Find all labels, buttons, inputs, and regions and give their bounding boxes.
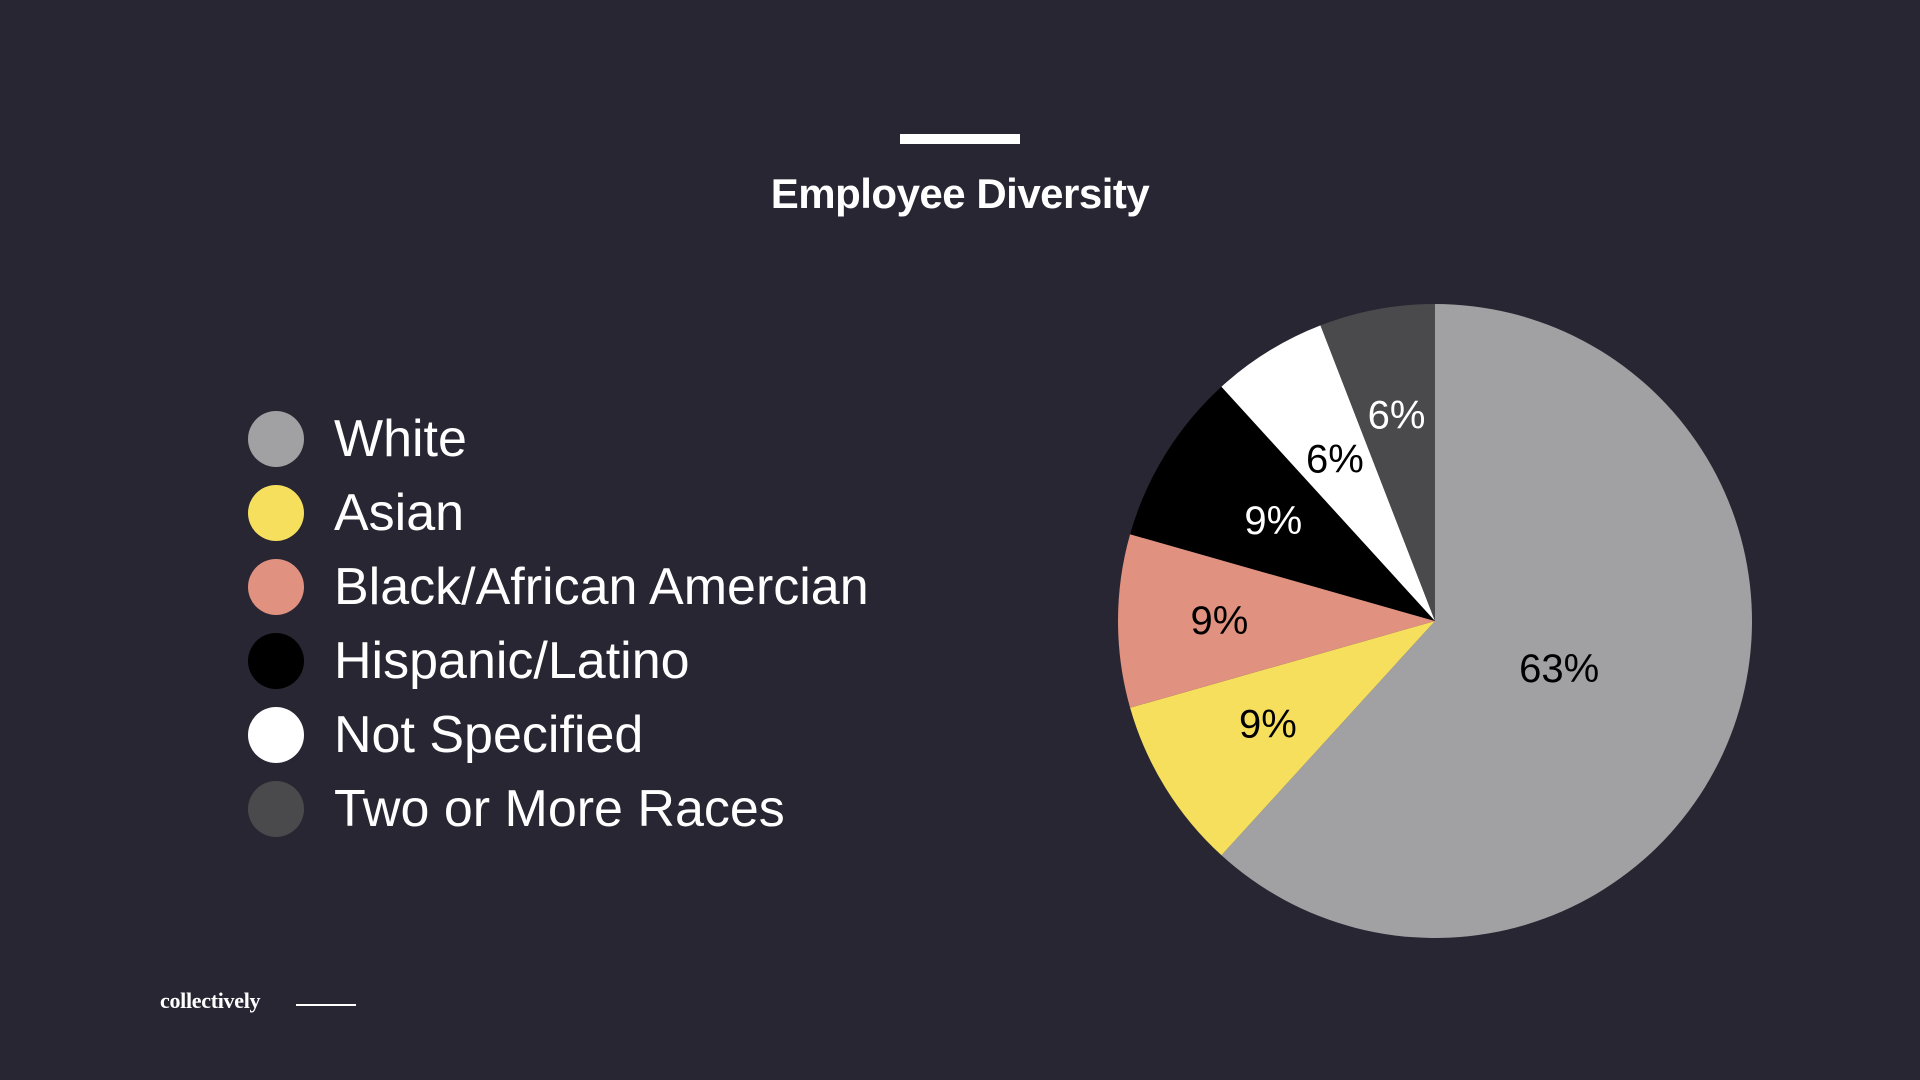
legend-item-asian: Asian xyxy=(248,476,869,550)
pie-data-label: 9% xyxy=(1244,499,1302,543)
pie-data-label: 9% xyxy=(1191,599,1249,643)
legend-item-not-specified: Not Specified xyxy=(248,698,869,772)
pie-chart: 63%9%9%9%6%6% xyxy=(1118,304,1752,939)
legend-label: White xyxy=(334,410,467,468)
pie-data-label: 63% xyxy=(1519,647,1599,691)
legend-label: Not Specified xyxy=(334,706,644,764)
legend-label: Hispanic/Latino xyxy=(334,632,690,690)
pie-data-label: 6% xyxy=(1306,437,1364,481)
title-rule xyxy=(900,134,1020,144)
legend-swatch xyxy=(248,707,304,763)
pie-slice-asian xyxy=(1130,621,1435,856)
legend-swatch xyxy=(248,633,304,689)
legend-label: Two or More Races xyxy=(334,780,785,838)
pie-slice-not-specified xyxy=(1221,325,1435,621)
legend-swatch xyxy=(248,411,304,467)
pie-data-label: 9% xyxy=(1239,702,1297,746)
legend-swatch xyxy=(248,485,304,541)
pie-data-label: 6% xyxy=(1368,393,1426,437)
legend-item-white: White xyxy=(248,402,869,476)
pie-slice-black-african-amercian xyxy=(1118,534,1435,708)
legend-item-black-african-american: Black/African Amercian xyxy=(248,550,869,624)
brand-logo: collectively xyxy=(160,988,261,1013)
legend-item-hispanic-latino: Hispanic/Latino xyxy=(248,624,869,698)
pie-slice-hispanic-latino xyxy=(1130,386,1435,621)
pie-slice-white xyxy=(1221,304,1752,939)
pie-slice-two-or-more-races xyxy=(1320,304,1435,621)
legend-label: Black/African Amercian xyxy=(334,558,869,616)
legend: White Asian Black/African Amercian Hispa… xyxy=(248,402,869,846)
legend-label: Asian xyxy=(334,484,465,542)
legend-swatch xyxy=(248,559,304,615)
legend-item-two-or-more-races: Two or More Races xyxy=(248,772,869,846)
legend-swatch xyxy=(248,781,304,837)
brand-rule xyxy=(296,1004,356,1006)
chart-title: Employee Diversity xyxy=(770,170,1150,217)
